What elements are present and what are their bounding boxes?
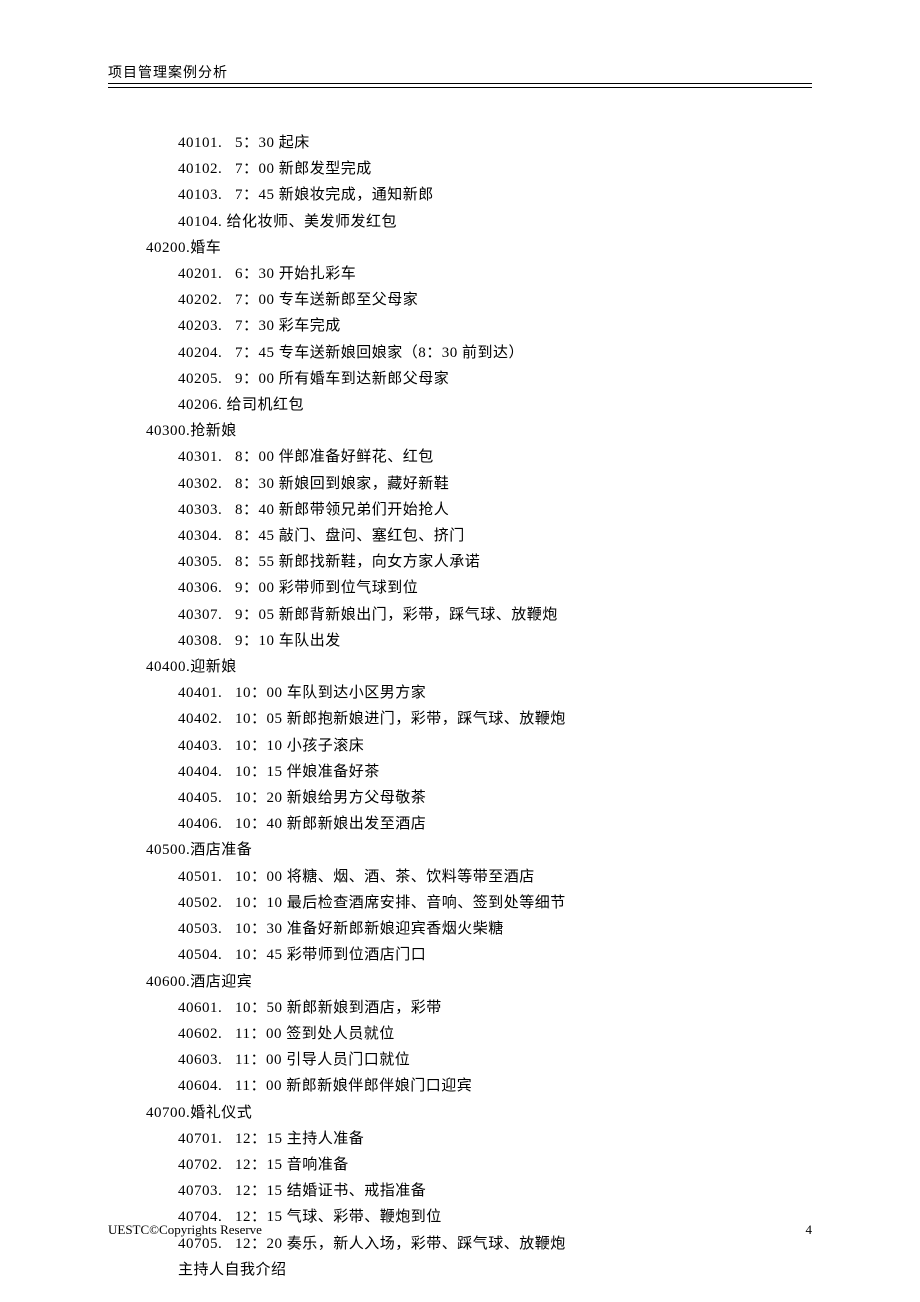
- outline-line: 40203. 7：30 彩车完成: [108, 313, 812, 339]
- document-body: 40101. 5：30 起床40102. 7：00 新郎发型完成40103. 7…: [108, 130, 812, 1283]
- outline-line: 40503. 10：30 准备好新郎新娘迎宾香烟火柴糖: [108, 916, 812, 942]
- outline-line: 40703. 12：15 结婚证书、戒指准备: [108, 1178, 812, 1204]
- outline-line: 40304. 8：45 敲门、盘问、塞红包、挤门: [108, 523, 812, 549]
- page-footer: UESTC©Copyrights Reserve 4: [108, 1222, 812, 1238]
- outline-line: 40403. 10：10 小孩子滚床: [108, 733, 812, 759]
- outline-line: 40303. 8：40 新郎带领兄弟们开始抢人: [108, 497, 812, 523]
- outline-line: 40502. 10：10 最后检查酒席安排、音响、签到处等细节: [108, 890, 812, 916]
- outline-line: 40500.酒店准备: [108, 837, 812, 863]
- outline-line: 40306. 9：00 彩带师到位气球到位: [108, 575, 812, 601]
- outline-line: 40300.抢新娘: [108, 418, 812, 444]
- outline-line: 40206. 给司机红包: [108, 392, 812, 418]
- outline-line: 40700.婚礼仪式: [108, 1100, 812, 1126]
- document-page: 项目管理案例分析 40101. 5：30 起床40102. 7：00 新郎发型完…: [0, 0, 920, 1283]
- outline-line: 40702. 12：15 音响准备: [108, 1152, 812, 1178]
- footer-page-number: 4: [806, 1222, 813, 1238]
- outline-line: 40400.迎新娘: [108, 654, 812, 680]
- outline-line: 40305. 8：55 新郎找新鞋，向女方家人承诺: [108, 549, 812, 575]
- outline-line: 40405. 10：20 新娘给男方父母敬茶: [108, 785, 812, 811]
- outline-line: 40401. 10：00 车队到达小区男方家: [108, 680, 812, 706]
- outline-line: 40202. 7：00 专车送新郎至父母家: [108, 287, 812, 313]
- outline-line: 主持人自我介绍: [108, 1257, 812, 1283]
- outline-line: 40205. 9：00 所有婚车到达新郎父母家: [108, 366, 812, 392]
- outline-line: 40201. 6：30 开始扎彩车: [108, 261, 812, 287]
- footer-copyright: UESTC©Copyrights Reserve: [108, 1222, 262, 1238]
- outline-line: 40302. 8：30 新娘回到娘家，藏好新鞋: [108, 471, 812, 497]
- outline-line: 40602. 11：00 签到处人员就位: [108, 1021, 812, 1047]
- outline-line: 40701. 12：15 主持人准备: [108, 1126, 812, 1152]
- outline-line: 40402. 10：05 新郎抱新娘进门，彩带，踩气球、放鞭炮: [108, 706, 812, 732]
- outline-line: 40504. 10：45 彩带师到位酒店门口: [108, 942, 812, 968]
- page-header: 项目管理案例分析: [108, 62, 812, 86]
- outline-line: 40307. 9：05 新郎背新娘出门，彩带，踩气球、放鞭炮: [108, 602, 812, 628]
- outline-line: 40603. 11：00 引导人员门口就位: [108, 1047, 812, 1073]
- outline-line: 40406. 10：40 新郎新娘出发至酒店: [108, 811, 812, 837]
- outline-line: 40604. 11：00 新郎新娘伴郎伴娘门口迎宾: [108, 1073, 812, 1099]
- outline-line: 40101. 5：30 起床: [108, 130, 812, 156]
- outline-line: 40103. 7：45 新娘妆完成，通知新郎: [108, 182, 812, 208]
- outline-line: 40301. 8：00 伴郎准备好鲜花、红包: [108, 444, 812, 470]
- outline-line: 40102. 7：00 新郎发型完成: [108, 156, 812, 182]
- outline-line: 40601. 10：50 新郎新娘到酒店，彩带: [108, 995, 812, 1021]
- outline-line: 40204. 7：45 专车送新娘回娘家（8：30 前到达）: [108, 340, 812, 366]
- outline-line: 40104. 给化妆师、美发师发红包: [108, 209, 812, 235]
- outline-line: 40501. 10：00 将糖、烟、酒、茶、饮料等带至酒店: [108, 864, 812, 890]
- outline-line: 40308. 9：10 车队出发: [108, 628, 812, 654]
- outline-line: 40600.酒店迎宾: [108, 969, 812, 995]
- outline-line: 40200.婚车: [108, 235, 812, 261]
- outline-line: 40404. 10：15 伴娘准备好茶: [108, 759, 812, 785]
- header-title: 项目管理案例分析: [108, 66, 228, 81]
